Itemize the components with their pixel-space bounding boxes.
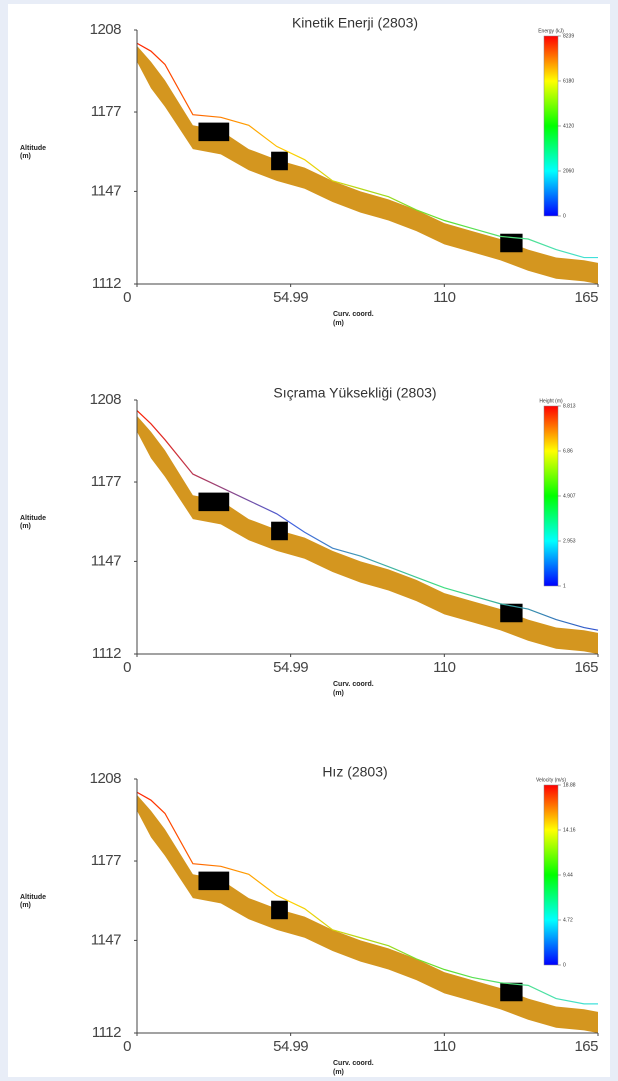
colorbar-tick-label: 0	[563, 962, 566, 968]
colorbar-tick-label: 4.72	[563, 917, 573, 923]
y-axis-unit: (m)	[20, 902, 31, 909]
terrain	[137, 794, 598, 1033]
y-axis-label: Altitude	[20, 894, 46, 901]
colorbar-tick-label: 6180	[563, 78, 574, 84]
x-tick-label: 0	[123, 659, 131, 676]
x-tick-label: 110	[433, 659, 456, 676]
terrain	[137, 45, 598, 284]
trajectory	[136, 791, 598, 1005]
barrier	[198, 122, 230, 142]
y-tick-label: 1208	[90, 770, 122, 787]
chart-title: Kinetik Enerji (2803)	[292, 15, 418, 31]
colorbar-label: Energy (kJ)	[538, 28, 564, 34]
x-tick-label: 110	[433, 1038, 456, 1055]
colorbar-label: Velocity (m/s)	[536, 777, 566, 783]
y-axis-label: Altitude	[20, 515, 46, 522]
x-axis-label: Curv. coord.	[333, 681, 374, 688]
chart-title: Sıçrama Yüksekliği (2803)	[273, 385, 436, 401]
colorbar-label: Height (m)	[539, 398, 563, 404]
colorbar-tick-label: 4120	[563, 123, 574, 129]
colorbar-tick-label: 2.953	[563, 538, 576, 544]
y-tick-label: 1147	[91, 182, 121, 199]
barrier	[198, 492, 230, 512]
y-axis-unit: (m)	[20, 523, 31, 530]
barrier	[500, 603, 523, 623]
colorbar-tick-label: 0	[563, 213, 566, 219]
colorbar-tick-label: 4.907	[563, 493, 576, 499]
y-tick-label: 1147	[91, 931, 121, 948]
x-axis-unit: (m)	[333, 320, 344, 327]
colorbar-tick-label: 8239	[563, 33, 574, 39]
colorbar	[543, 405, 559, 587]
y-tick-label: 1112	[92, 275, 121, 292]
colorbar-tick-label: 14.16	[563, 827, 576, 833]
x-axis-label: Curv. coord.	[333, 311, 374, 318]
y-tick-label: 1147	[91, 552, 121, 569]
y-tick-label: 1112	[92, 645, 121, 662]
x-tick-label: 0	[123, 289, 131, 306]
x-tick-label: 54.99	[273, 659, 308, 676]
x-tick-label: 54.99	[273, 1038, 308, 1055]
trajectory	[136, 42, 598, 259]
colorbar-tick-label: 6.86	[563, 448, 573, 454]
barrier	[198, 871, 230, 891]
y-tick-label: 1208	[90, 21, 122, 38]
chart-title: Hız (2803)	[322, 764, 387, 780]
colorbar	[543, 784, 559, 966]
y-axis-unit: (m)	[20, 153, 31, 160]
x-axis-unit: (m)	[333, 690, 344, 697]
y-tick-label: 1177	[91, 473, 121, 490]
colorbar-tick-label: 9.44	[563, 872, 573, 878]
barrier	[271, 521, 288, 541]
y-axis-label: Altitude	[20, 145, 46, 152]
x-axis-unit: (m)	[333, 1069, 344, 1076]
colorbar-tick-label: 8.813	[563, 403, 576, 409]
x-tick-label: 110	[433, 289, 456, 306]
y-tick-label: 1112	[92, 1024, 121, 1041]
x-axis-label: Curv. coord.	[333, 1060, 374, 1067]
x-tick-label: 0	[123, 1038, 131, 1055]
y-tick-label: 1208	[90, 391, 122, 408]
colorbar-tick-label: 2060	[563, 168, 574, 174]
colorbar	[543, 35, 559, 217]
y-tick-label: 1177	[91, 103, 121, 120]
terrain	[137, 415, 598, 654]
x-tick-label: 165	[574, 1038, 598, 1055]
x-tick-label: 165	[574, 289, 598, 306]
y-tick-label: 1177	[91, 852, 121, 869]
colorbar-tick-label: 1	[563, 583, 566, 589]
barrier	[271, 900, 288, 920]
trajectory	[136, 410, 599, 631]
x-tick-label: 165	[574, 659, 598, 676]
barrier	[271, 151, 288, 171]
barrier	[500, 982, 523, 1002]
colorbar-tick-label: 18.88	[563, 782, 576, 788]
x-tick-label: 54.99	[273, 289, 308, 306]
